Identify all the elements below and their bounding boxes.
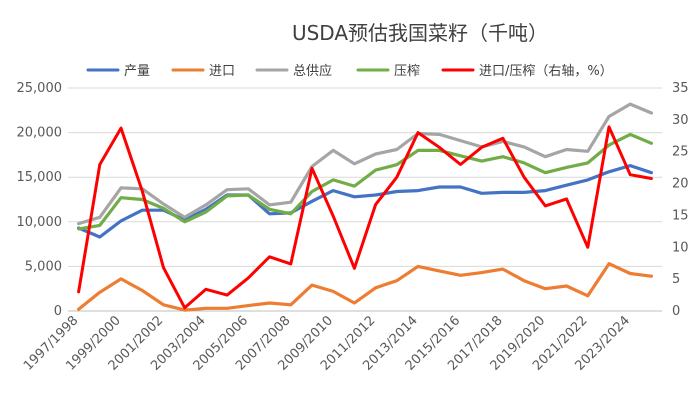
y-right-tick-label: 25 (672, 145, 689, 160)
y-left-tick-label: 5,000 (25, 259, 62, 274)
left-axis: 0 5,000 10,000 15,000 20,000 25,000 (17, 81, 63, 319)
y-right-tick-label: 20 (672, 177, 689, 192)
x-axis: 1997/19981999/20002001/20022003/20042005… (21, 313, 633, 374)
gridlines (68, 87, 662, 312)
y-left-tick-label: 0 (54, 304, 62, 319)
chart-title: USDA预估我国菜籽（千吨） (292, 21, 548, 45)
y-right-tick-label: 15 (672, 208, 689, 223)
y-right-tick-label: 10 (672, 240, 689, 255)
legend-label: 产量 (124, 64, 150, 79)
y-right-tick-label: 30 (672, 113, 689, 128)
y-left-tick-label: 10,000 (17, 215, 63, 230)
right-axis: 0 5 10 15 20 25 30 35 (672, 81, 689, 319)
legend-label: 压榨 (394, 63, 420, 79)
legend-label: 进口/压榨（右轴，%） (479, 63, 613, 79)
y-right-tick-label: 35 (672, 81, 689, 96)
y-left-tick-label: 20,000 (17, 126, 63, 141)
y-right-tick-label: 0 (672, 304, 680, 319)
legend-label: 进口 (209, 64, 235, 79)
series-line (76, 262, 654, 312)
series-line (76, 132, 654, 231)
series-group (76, 102, 654, 312)
series-line (77, 125, 653, 310)
y-left-tick-label: 25,000 (17, 81, 63, 96)
series-line (76, 102, 654, 226)
y-left-tick-label: 15,000 (17, 170, 63, 185)
legend-label: 总供应 (293, 63, 332, 79)
legend: 产量 进口 总供应 压榨 进口/压榨（右轴，%） (86, 63, 613, 79)
y-right-tick-label: 5 (672, 272, 680, 287)
